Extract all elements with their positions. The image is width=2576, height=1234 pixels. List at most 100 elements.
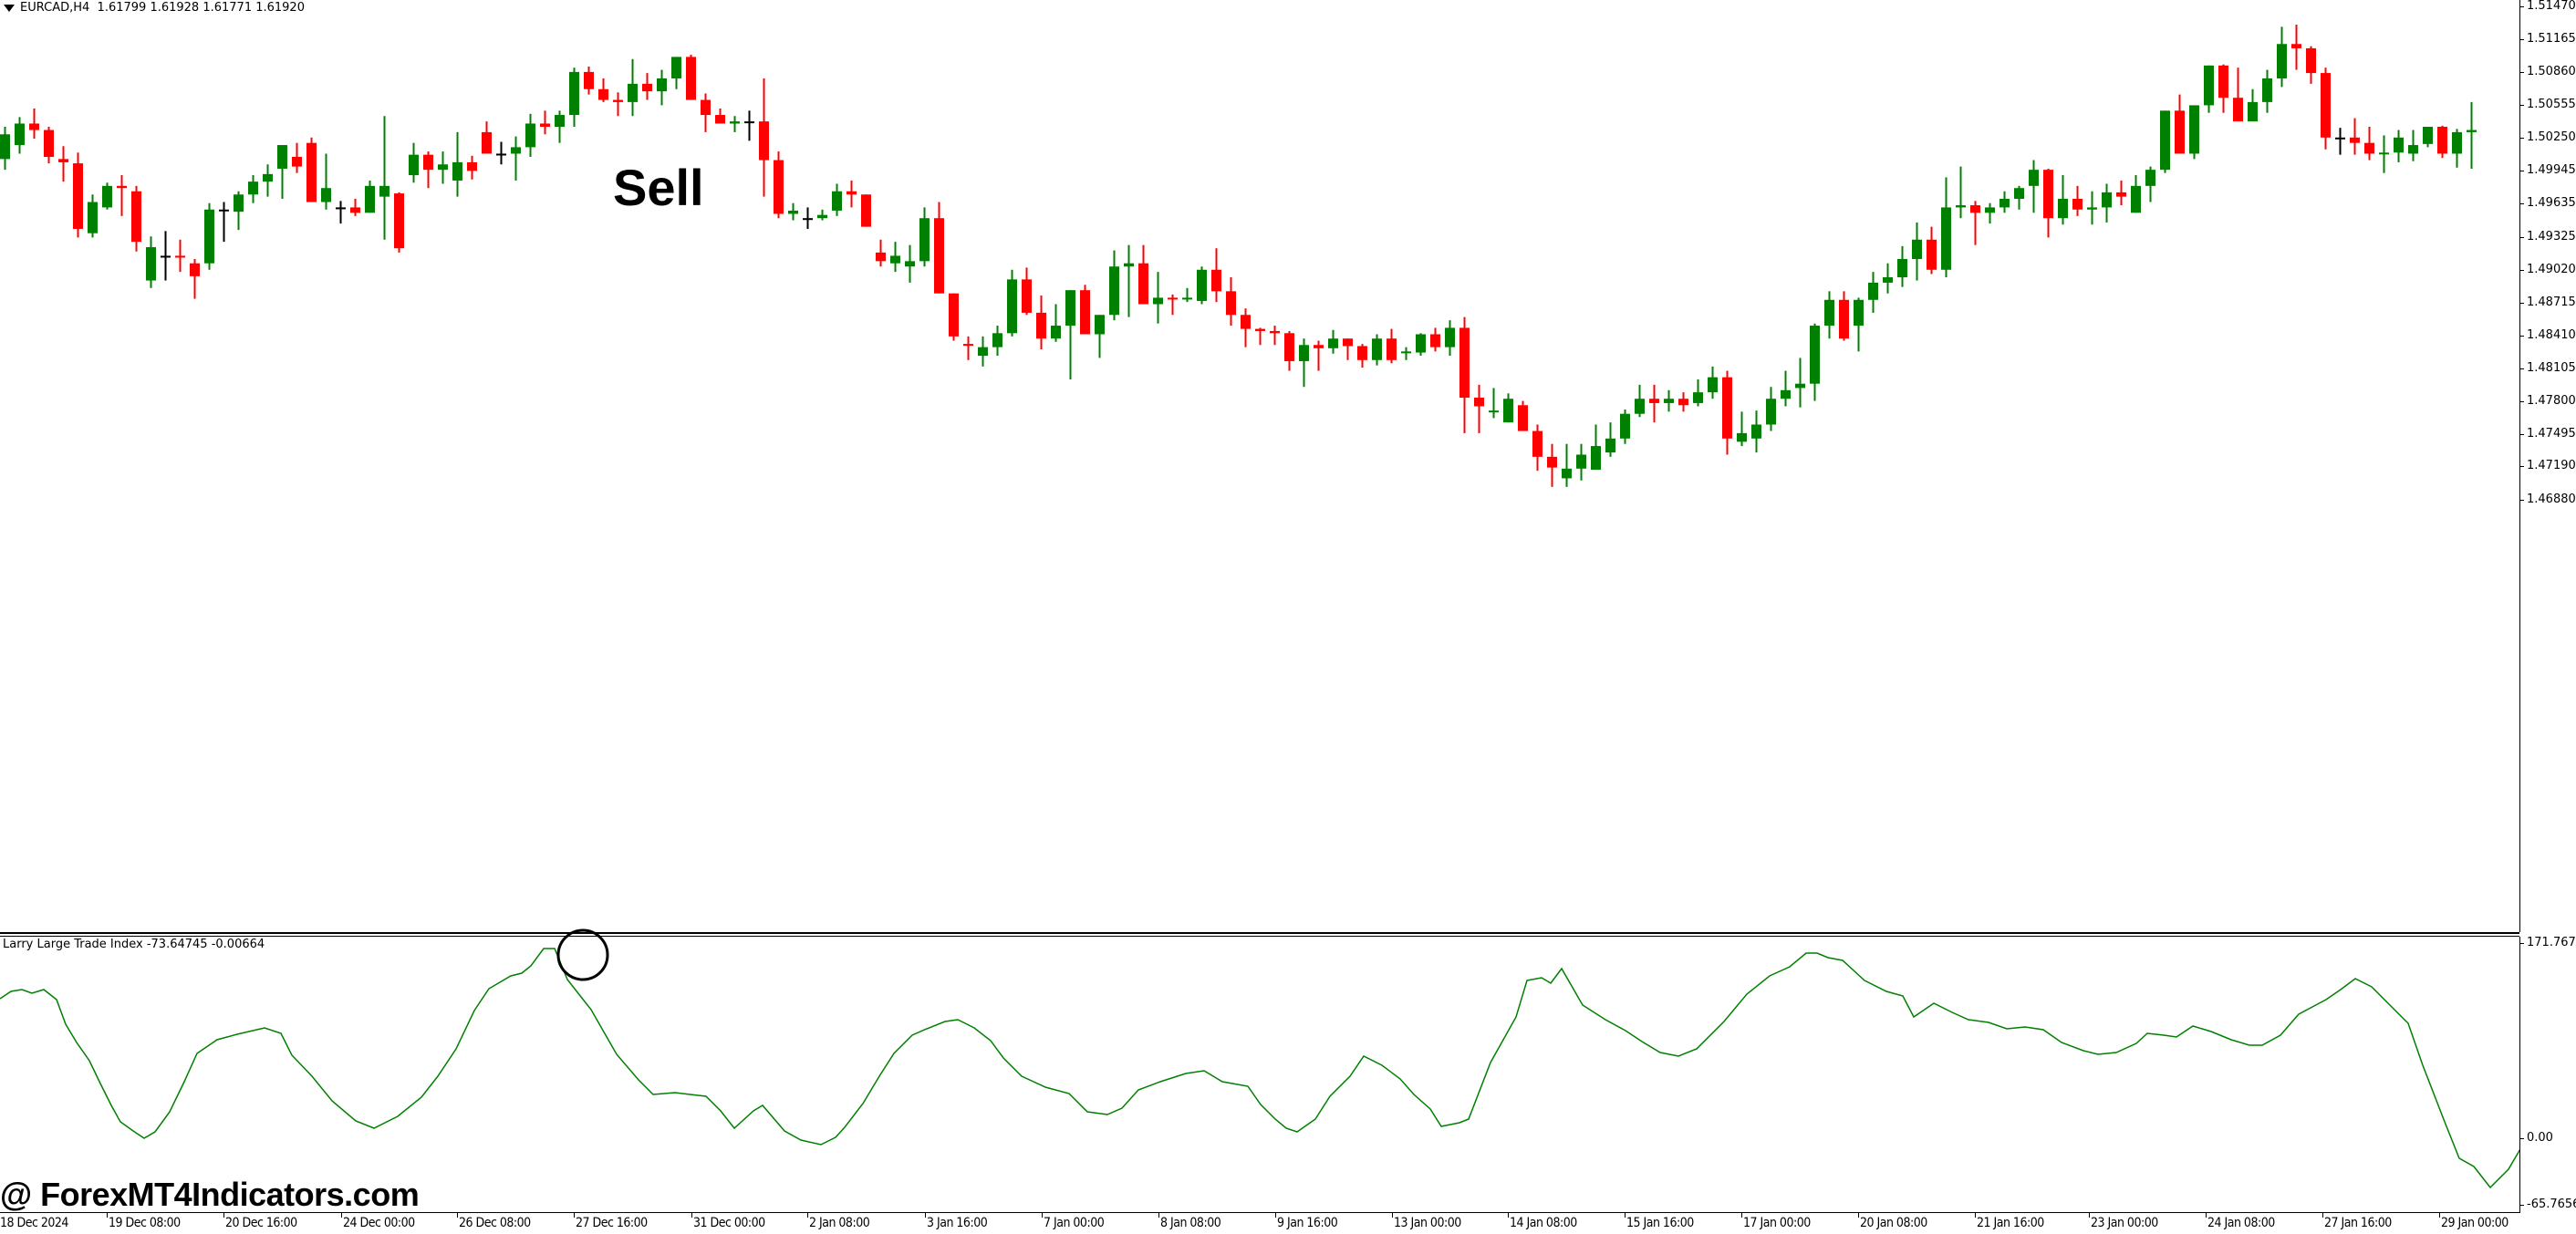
candle [1474, 384, 1484, 433]
candle [1489, 388, 1499, 419]
time-tick [1858, 1213, 1859, 1218]
time-tick [1392, 1213, 1393, 1218]
candle [1547, 443, 1557, 487]
candle [1839, 291, 1849, 341]
candle [2058, 175, 2068, 225]
price-label: 1.50860 [2527, 65, 2576, 78]
time-label: 31 Dec 00:00 [693, 1216, 765, 1230]
candle [44, 127, 54, 164]
candle [73, 152, 83, 238]
candle [482, 121, 492, 154]
ohlc-label: 1.61799 1.61928 1.61771 1.61920 [97, 1, 305, 15]
candle [2204, 65, 2214, 113]
candle [1109, 250, 1119, 321]
candle [175, 239, 185, 273]
price-tick [2519, 203, 2524, 204]
candle [1649, 384, 1659, 423]
candle [438, 151, 448, 184]
candle [847, 180, 857, 208]
candle [1182, 287, 1192, 303]
time-label: 20 Jan 08:00 [1860, 1216, 1927, 1230]
candle [1591, 424, 1601, 470]
price-label: 1.49325 [2527, 230, 2576, 244]
candle [2306, 46, 2316, 84]
pane-separator[interactable] [0, 932, 2519, 934]
candle [1576, 443, 1586, 481]
candle [2262, 69, 2272, 113]
time-tick [1508, 1213, 1509, 1218]
candle [949, 293, 959, 341]
candle [1401, 347, 1411, 360]
price-tick [2519, 336, 2524, 337]
candle [555, 110, 565, 143]
candle [1562, 443, 1572, 487]
candle [1211, 248, 1221, 303]
candle [1722, 370, 1732, 455]
candle [1314, 340, 1324, 371]
watermark: @ ForexMT4Indicators.com [0, 1176, 420, 1213]
price-label: 1.48105 [2527, 361, 2576, 375]
candle [365, 180, 375, 213]
price-tick [2519, 105, 2524, 106]
pane-separator-inner [0, 936, 2519, 937]
indicator-label: 171.7671 [2527, 936, 2576, 949]
indicator-tick [2519, 1205, 2524, 1206]
candle [336, 201, 346, 224]
candle [657, 69, 667, 106]
triangle-down-icon[interactable] [4, 4, 15, 12]
candle [1051, 304, 1061, 342]
time-label: 24 Jan 08:00 [2207, 1216, 2275, 1230]
time-tick [223, 1213, 224, 1218]
candle [452, 131, 462, 197]
price-label: 1.47800 [2527, 394, 2576, 408]
time-tick [2089, 1213, 2090, 1218]
candle [963, 336, 973, 360]
candle [540, 110, 550, 135]
candle [277, 145, 287, 199]
candle [1357, 344, 1367, 368]
time-tick [1042, 1213, 1043, 1218]
candle [263, 164, 273, 197]
candle [876, 239, 886, 267]
time-label: 13 Jan 00:00 [1394, 1216, 1461, 1230]
candle [1197, 266, 1207, 305]
candle [1124, 244, 1134, 317]
candle [2218, 64, 2228, 113]
time-label: 23 Jan 00:00 [2091, 1216, 2158, 1230]
candle [1810, 323, 1820, 401]
candle [919, 207, 930, 267]
price-tick [2519, 138, 2524, 139]
candle [1532, 424, 1542, 472]
indicator-title: Larry Large Trade Index -73.64745 -0.006… [3, 938, 265, 951]
time-label: 15 Jan 16:00 [1626, 1216, 1694, 1230]
candle [248, 175, 258, 203]
candle [744, 110, 754, 141]
price-tick [2519, 72, 2524, 73]
time-tick [2206, 1213, 2207, 1218]
candle [2277, 26, 2287, 88]
candle [2175, 94, 2185, 154]
time-tick [925, 1213, 926, 1218]
time-tick [1625, 1213, 1626, 1218]
time-label: 19 Dec 08:00 [109, 1216, 181, 1230]
candle [511, 136, 521, 181]
candle [803, 207, 813, 229]
candle [861, 194, 871, 227]
candle [1372, 334, 1382, 366]
candle [1854, 297, 1864, 352]
candle [1970, 201, 1980, 245]
price-label: 1.47495 [2527, 427, 2576, 441]
candle [204, 202, 214, 270]
candle [1795, 358, 1805, 408]
candle [2072, 185, 2083, 216]
candle [992, 326, 1002, 357]
candle [1153, 272, 1163, 324]
price-label: 1.49020 [2527, 263, 2576, 276]
candle [1824, 291, 1834, 339]
candle [1430, 327, 1440, 352]
candle [613, 92, 623, 117]
candle [978, 336, 988, 367]
time-tick [691, 1213, 692, 1218]
candle [1985, 202, 1995, 224]
price-chart[interactable] [0, 0, 2519, 932]
